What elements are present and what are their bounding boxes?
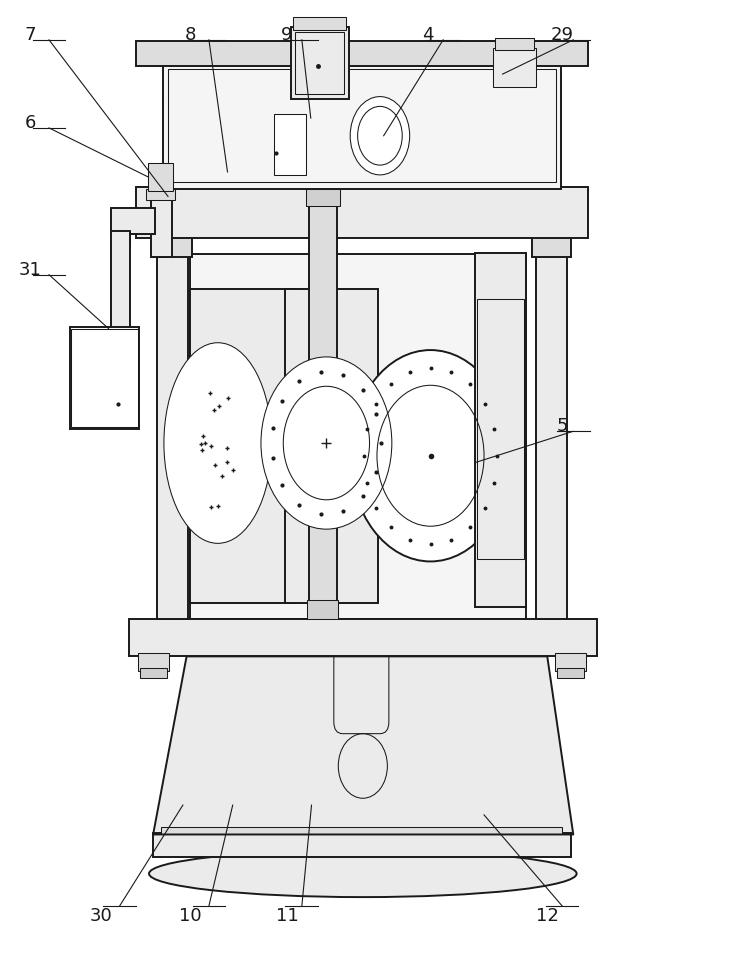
Bar	[111, 231, 130, 245]
Bar	[148, 163, 173, 190]
Circle shape	[350, 97, 410, 174]
Bar	[533, 235, 571, 257]
Text: 31: 31	[19, 261, 42, 279]
Bar	[111, 208, 156, 233]
Bar	[190, 254, 527, 619]
Bar	[295, 32, 344, 94]
Bar	[136, 186, 588, 237]
Bar	[139, 654, 170, 671]
Bar	[113, 373, 128, 379]
Bar	[168, 70, 557, 181]
Bar	[293, 18, 346, 30]
Text: 9: 9	[281, 25, 293, 44]
Bar	[493, 48, 536, 87]
Bar	[153, 834, 571, 857]
Bar	[157, 252, 188, 619]
Text: 29: 29	[551, 25, 574, 44]
Bar	[274, 115, 305, 174]
Bar	[153, 235, 191, 257]
Circle shape	[261, 357, 392, 529]
Bar	[70, 326, 139, 429]
Bar	[308, 203, 337, 619]
Bar	[285, 289, 378, 603]
Bar	[307, 600, 338, 619]
Ellipse shape	[149, 850, 577, 897]
Text: 6: 6	[25, 114, 36, 132]
Bar	[72, 328, 138, 427]
Bar	[477, 299, 524, 559]
Polygon shape	[153, 657, 573, 835]
Circle shape	[350, 350, 511, 562]
Text: 12: 12	[536, 906, 559, 925]
Ellipse shape	[164, 343, 272, 543]
Bar	[555, 654, 586, 671]
Bar	[305, 188, 340, 206]
Text: 5: 5	[557, 417, 568, 435]
Bar	[557, 668, 583, 678]
Bar	[495, 38, 534, 50]
Text: 30: 30	[89, 906, 112, 925]
Bar	[536, 252, 568, 619]
Text: 4: 4	[422, 25, 434, 44]
Text: 10: 10	[179, 906, 202, 925]
Bar	[475, 253, 526, 608]
Bar	[146, 188, 175, 200]
Text: 8: 8	[185, 25, 196, 44]
Text: 11: 11	[276, 906, 298, 925]
Bar	[141, 668, 168, 678]
Text: 7: 7	[25, 25, 37, 44]
Bar	[111, 230, 130, 375]
Bar	[161, 827, 562, 835]
Bar	[151, 196, 172, 257]
Bar	[291, 27, 349, 99]
Bar	[163, 64, 561, 188]
Bar	[136, 41, 588, 67]
Bar	[129, 619, 597, 657]
Bar	[190, 289, 300, 603]
